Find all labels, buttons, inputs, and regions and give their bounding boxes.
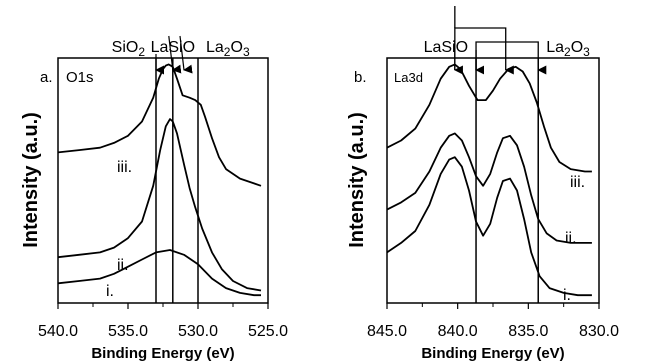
reference-line-label: SiO2 [112, 39, 146, 59]
panel-a: a. O1s SiO2 LaSiO La2O3 540.0 535.0 530.0 525… [20, 35, 288, 362]
x-tick-label: 830.0 [579, 323, 619, 340]
x-tick-label: 835.0 [508, 323, 548, 340]
series-label: ii. [117, 257, 129, 274]
x-tick-label: 525.0 [248, 323, 288, 340]
panel-a-x-ticks: 540.0 535.0 530.0 525.0 [38, 303, 288, 340]
panel-b-reference-lines: LaSiO La2O3 [424, 6, 590, 303]
panel-b-series [386, 63, 592, 297]
panel-b-frame [386, 57, 600, 304]
panel-a-label: a. [40, 69, 53, 86]
series-line-ii [57, 118, 262, 292]
series-label: iii. [117, 159, 132, 176]
series-line-i [57, 249, 261, 297]
panel-a-y-axis-label: Intensity (a.u.) [20, 112, 42, 248]
la2o3-bracket [475, 41, 547, 75]
series-line-iii [386, 63, 592, 173]
panel-b-x-axis-label: Binding Energy (eV) [421, 345, 564, 362]
series-line-ii [386, 132, 592, 244]
component-arrow [168, 35, 182, 74]
panel-a-region-label: O1s [66, 69, 94, 86]
x-tick-label: 845.0 [367, 323, 407, 340]
series-line-i [386, 156, 592, 297]
series-label: i. [106, 283, 114, 300]
x-tick-label: 840.0 [438, 323, 478, 340]
panel-b-label: b. [354, 69, 367, 86]
series-label: ii. [565, 230, 577, 247]
component-arrow [179, 35, 193, 74]
panel-b-region-label: La3d [394, 70, 423, 85]
panel-a-series-labels: iii. ii.i. [106, 159, 132, 300]
panel-b-x-ticks: 845.0 840.0 835.0 830.0 [367, 303, 619, 340]
panel-a-series [57, 63, 262, 297]
panel-a-frame [57, 57, 269, 304]
x-tick-label: 540.0 [38, 323, 78, 340]
x-tick-label: 535.0 [108, 323, 148, 340]
series-label: i. [563, 287, 571, 304]
series-label: iii. [570, 174, 585, 191]
panel-b-series-labels: iii. ii. i. [563, 174, 585, 304]
reference-line-label: La2O3 [546, 39, 590, 59]
reference-line-label: LaSiO [424, 39, 468, 56]
panel-a-reference-lines: SiO2 LaSiO La2O3 [112, 35, 250, 303]
panel-b-y-axis-label: Intensity (a.u.) [346, 112, 368, 248]
panel-b: b. La3d LaSiO La2O3 845.0 840.0 835.0 830.0 … [346, 6, 619, 362]
reference-line-label: LaSiO [151, 39, 195, 56]
series-line-iii [57, 63, 262, 187]
reference-line-label: La2O3 [206, 39, 250, 59]
panel-a-x-axis-label: Binding Energy (eV) [91, 345, 234, 362]
x-tick-label: 530.0 [178, 323, 218, 340]
